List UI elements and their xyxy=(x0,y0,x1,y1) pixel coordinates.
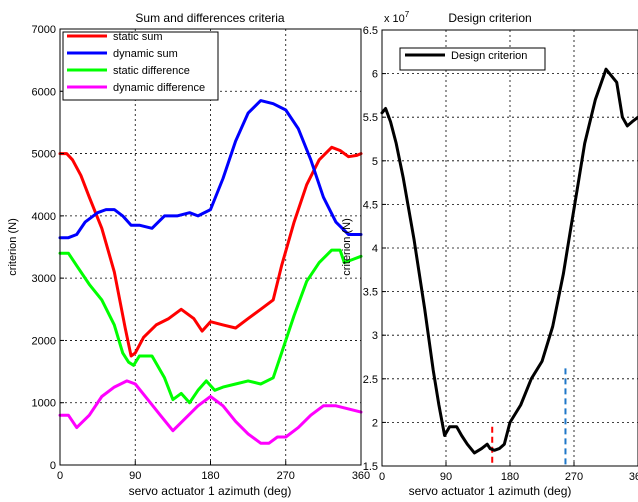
right-chart: 0901802703601.522.533.544.555.566.5 Desi… xyxy=(341,10,638,498)
left-x-tick-label-2: 180 xyxy=(201,470,219,482)
left-legend: static sum dynamic sum static difference dy… xyxy=(62,31,219,101)
right-exponent-label: x 107 xyxy=(384,10,410,25)
left-x-tick-label-4: 360 xyxy=(352,470,370,482)
left-y-tick-label-6: 6000 xyxy=(32,86,56,98)
left-series-line-2 xyxy=(58,248,363,405)
right-y-axis-label: criterion (N) xyxy=(341,218,353,275)
left-ticks: 0 90 180 270 360 0 1000 2000 3000 4000 5000 6000 700… xyxy=(32,24,371,482)
left-series-line-1 xyxy=(58,99,363,240)
left-y-tick-label-0: 0 xyxy=(50,460,56,472)
right-exponent-power: 7 xyxy=(405,10,410,19)
left-y-tick-label-2: 2000 xyxy=(32,335,56,347)
left-x-axis-label: servo actuator 1 azimuth (deg) xyxy=(129,484,292,498)
left-chart: 0 90 180 270 360 0 1000 2000 3000 4000 5000 6000 700… xyxy=(7,11,370,498)
right-x-axis-label: servo actuator 1 azimuth (deg) xyxy=(409,484,572,498)
right-y-tick-label-2: 2.5 xyxy=(363,374,378,386)
right-x-tick-label-2: 180 xyxy=(501,471,519,483)
left-x-tick-label-1: 90 xyxy=(129,470,141,482)
left-legend-label-2: static difference xyxy=(113,65,190,77)
right-ticks: 0 90 180 270 360 1.5 2 2.5 3 3.5 4 4.5 5 5.5 6 6.5 xyxy=(363,25,638,483)
right-y-tick-label-4: 3.5 xyxy=(363,287,378,299)
right-legend: Design criterion xyxy=(399,47,546,71)
right-y-tick-label-6: 4.5 xyxy=(363,199,378,211)
left-legend-label-1: dynamic sum xyxy=(113,48,178,60)
right-y-tick-label-0: 1.5 xyxy=(363,461,378,473)
right-y-tick-label-10: 6.5 xyxy=(363,25,378,37)
right-series-group xyxy=(380,67,638,455)
left-y-tick-label-7: 7000 xyxy=(32,24,56,36)
left-chart-title: Sum and differences criteria xyxy=(135,11,285,25)
left-legend-label-0: static sum xyxy=(113,31,163,43)
right-y-tick-label-8: 5.5 xyxy=(363,112,378,124)
left-x-tick-label-0: 0 xyxy=(57,470,63,482)
left-y-tick-label-3: 3000 xyxy=(32,273,56,285)
right-y-tick-label-1: 2 xyxy=(372,417,378,429)
left-series-line-3 xyxy=(58,379,363,445)
right-x-tick-label-4: 360 xyxy=(629,471,638,483)
right-y-tick-label-9: 6 xyxy=(372,69,378,81)
right-chart-title: Design criterion xyxy=(448,11,531,25)
left-y-tick-label-1: 1000 xyxy=(32,398,56,410)
right-y-tick-label-7: 5 xyxy=(372,156,378,168)
right-legend-label-0: Design criterion xyxy=(451,50,527,62)
right-x-tick-label-0: 0 xyxy=(379,471,385,483)
right-exponent-base: x 10 xyxy=(384,13,405,25)
right-series-line-0 xyxy=(380,67,638,455)
left-x-tick-label-3: 270 xyxy=(277,470,295,482)
left-series-line-0 xyxy=(58,145,363,358)
right-markers-group xyxy=(491,368,567,466)
left-y-tick-label-5: 5000 xyxy=(32,149,56,161)
left-series-group xyxy=(58,99,363,445)
right-x-tick-label-1: 90 xyxy=(440,471,452,483)
left-legend-box xyxy=(62,31,219,101)
left-legend-label-3: dynamic difference xyxy=(113,82,205,94)
right-y-tick-label-5: 4 xyxy=(372,243,378,255)
right-x-tick-label-3: 270 xyxy=(565,471,583,483)
left-y-axis-label: criterion (N) xyxy=(7,218,19,275)
left-y-tick-label-4: 4000 xyxy=(32,211,56,223)
right-y-tick-label-3: 3 xyxy=(372,330,378,342)
